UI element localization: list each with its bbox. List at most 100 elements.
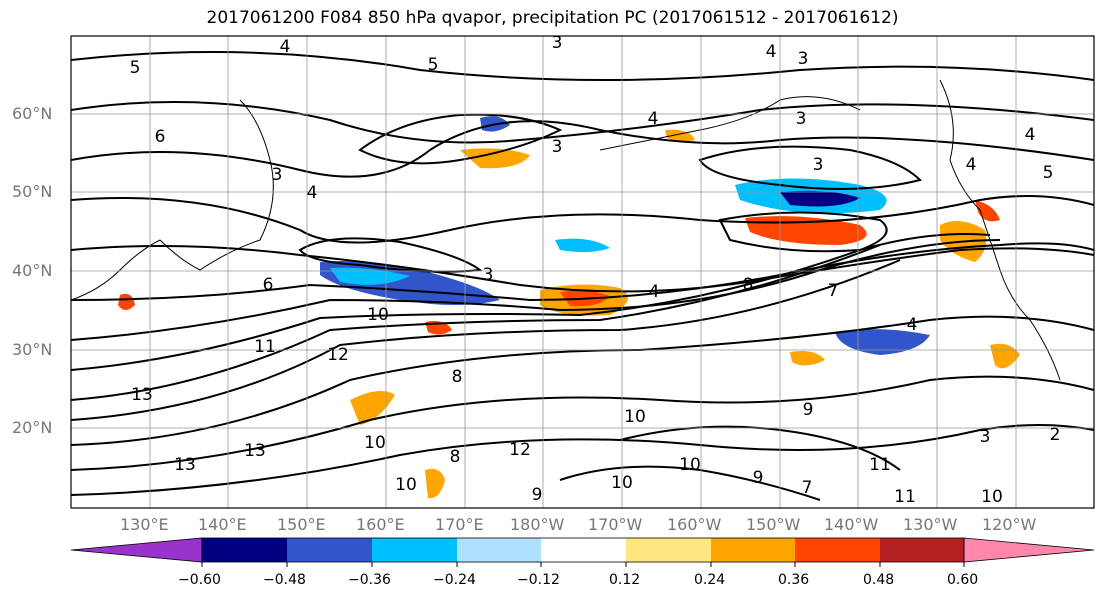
contour-label: 11	[254, 337, 276, 357]
lon-label: 150°E	[277, 515, 326, 534]
lat-label: 40°N	[12, 261, 53, 280]
shade-blue-east	[835, 329, 930, 355]
contour-label: 12	[327, 345, 349, 365]
colorbar-segment	[372, 538, 457, 562]
contour-line	[71, 315, 1094, 446]
colorbar-segment	[287, 538, 372, 562]
colorbar-tick-label: 0.12	[609, 572, 641, 588]
colorbar-tick-label: −0.60	[178, 572, 221, 588]
colorbar-tick-marks	[201, 562, 965, 567]
colorbar-segment	[880, 538, 964, 562]
lon-label: 170°W	[588, 515, 643, 534]
contour-label: 8	[452, 367, 463, 387]
contour-label: 3	[798, 49, 809, 69]
shade-orange-mid	[790, 351, 825, 366]
contour-label: 8	[743, 275, 754, 295]
colorbar-segment	[457, 538, 541, 562]
gridlines	[71, 36, 1094, 508]
lon-label: 140°W	[824, 515, 879, 534]
contour-line	[698, 145, 922, 190]
lat-label: 60°N	[12, 104, 53, 123]
contour-line	[71, 424, 1094, 496]
contour-label: 4	[766, 42, 777, 62]
contour-label: 13	[131, 385, 153, 405]
colorbar-tick-label: 0.60	[947, 572, 979, 588]
lat-label: 20°N	[12, 418, 53, 437]
contour-label: 2	[1050, 425, 1061, 445]
contour-label: 10	[611, 473, 633, 493]
contour-label: 11	[894, 487, 916, 507]
contour-label: 6	[155, 127, 166, 147]
contour-line	[71, 195, 1094, 244]
contour-label: 3	[796, 109, 807, 129]
contour-label: 10	[367, 305, 389, 325]
contour-line	[298, 237, 483, 273]
lat-label: 50°N	[12, 182, 53, 201]
contour-label: 9	[803, 400, 814, 420]
contour-line	[71, 120, 1094, 178]
lat-label: 30°N	[12, 340, 53, 359]
lon-label: 180°W	[510, 515, 565, 534]
colorbar-tick-label: 0.24	[694, 572, 726, 588]
colorbar-tick-label: −0.12	[517, 572, 560, 588]
contour-label: 8	[450, 447, 461, 467]
contour-label: 7	[802, 478, 813, 498]
contour-label: 13	[174, 455, 196, 475]
contour-line	[559, 465, 821, 501]
contour-label: 9	[753, 468, 764, 488]
colorbar-tick-label: 0.36	[778, 572, 810, 588]
contour-label: 4	[907, 315, 918, 335]
lon-label: 150°W	[746, 515, 801, 534]
contour-line	[71, 239, 1001, 341]
shade-red-coast	[975, 200, 1000, 222]
contour-label: 13	[244, 441, 266, 461]
contour-label: 4	[1025, 125, 1036, 145]
shade-blue-small	[555, 238, 610, 253]
contour-line	[71, 51, 1094, 81]
shade-orange-south	[425, 468, 445, 499]
colorbar-segment	[711, 538, 795, 562]
contour-label: 3	[552, 137, 563, 157]
coastlines	[71, 79, 1061, 381]
colorbar-tick-label: −0.48	[263, 572, 306, 588]
lon-label: 130°W	[903, 515, 958, 534]
shade-orange-north	[460, 148, 530, 169]
coastline	[939, 79, 1061, 381]
contour-label: 10	[395, 475, 417, 495]
colorbar-segment	[795, 538, 880, 562]
contour-label: 5	[130, 58, 141, 78]
lon-label: 130°E	[120, 515, 169, 534]
contour-label: 9	[532, 485, 543, 505]
contour-label: 4	[648, 109, 659, 129]
contour-label: 3	[272, 165, 283, 185]
colorbar-tick-label: 0.48	[863, 572, 895, 588]
contour-label: 4	[280, 37, 291, 57]
contour-line	[71, 242, 1094, 302]
coastline	[599, 96, 861, 151]
contour-label: 6	[263, 275, 274, 295]
colorbar-over-triangle	[963, 537, 1095, 563]
contour-line	[718, 211, 888, 253]
contour-line	[71, 101, 1094, 144]
contour-label: 10	[679, 455, 701, 475]
contour-label: 3	[813, 155, 824, 175]
contour-line	[358, 113, 563, 165]
contour-label: 12	[509, 440, 531, 460]
colorbar-segment	[202, 538, 287, 562]
contour-line	[71, 244, 881, 401]
contour-line	[71, 375, 1094, 471]
contour-line	[71, 259, 901, 421]
colorbar-tick-label: −0.24	[433, 572, 476, 588]
contour-label: 5	[428, 55, 439, 75]
coastline	[71, 99, 274, 301]
colorbar-under-triangle	[70, 537, 203, 563]
contour-label: 3	[980, 427, 991, 447]
contour-label: 7	[828, 281, 839, 301]
shade-lightblue-band	[330, 267, 410, 285]
colorbar-segment	[626, 538, 711, 562]
shade-navy-anomaly	[780, 190, 860, 207]
shade-orange-east	[990, 343, 1020, 369]
contour-label: 3	[552, 33, 563, 53]
qvapor-contours	[71, 51, 1094, 501]
